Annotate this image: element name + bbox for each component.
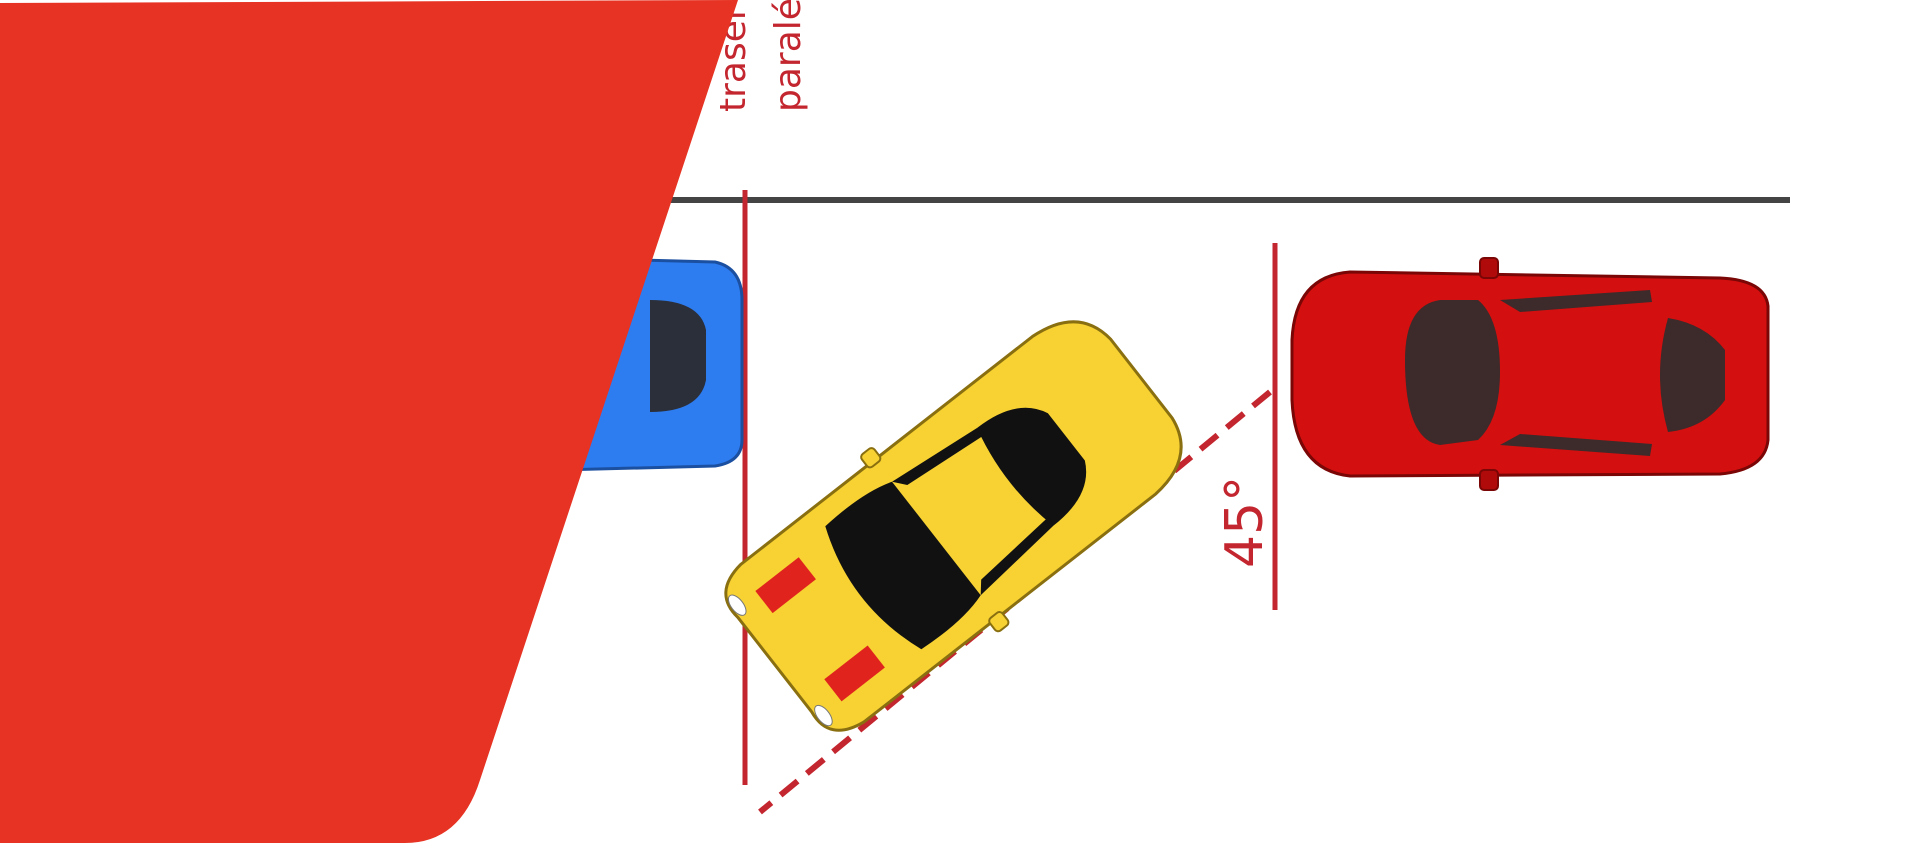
accent-banner (0, 0, 738, 843)
red-car-icon (1290, 257, 1770, 491)
angle-label: 45° (1215, 476, 1275, 568)
yellow-car-icon (724, 320, 1183, 732)
45-degree-guide (758, 389, 1272, 815)
label-line-2: paralé (768, 0, 809, 112)
